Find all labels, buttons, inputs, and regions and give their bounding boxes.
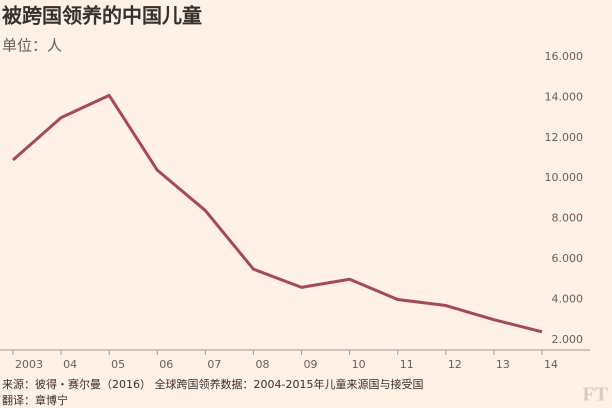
x-tick-label: 2003: [15, 358, 43, 371]
x-tick-label: 14: [544, 358, 558, 371]
logo: FT: [582, 384, 608, 406]
source: 来源：彼得・赛尔曼（2016） 全球跨国领养数据：2004-2015年儿童来源国…: [2, 377, 423, 391]
translator: 翻译：章博宁: [2, 393, 68, 407]
y-tick-label: 4.000: [552, 292, 584, 305]
x-tick-label: 05: [111, 358, 125, 371]
x-tick-label: 10: [352, 358, 366, 371]
x-tick-label: 06: [159, 358, 173, 371]
y-tick-label: 16.000: [545, 50, 584, 63]
x-tick-label: 08: [255, 358, 269, 371]
y-tick-label: 6.000: [552, 252, 584, 265]
line: [12, 93, 543, 334]
y-tick-label: 10.000: [545, 171, 584, 184]
x-tick-label: 11: [400, 358, 414, 371]
chart-title: 被跨国领养的中国儿童: [2, 4, 202, 28]
y-tick-label: 8.000: [552, 212, 584, 225]
y-tick-label: 14.000: [545, 90, 584, 103]
x-tick-label: 07: [207, 358, 221, 371]
x-tick-label: 13: [496, 358, 510, 371]
y-tick-label: 2.000: [552, 333, 584, 346]
x-tick-label: 04: [63, 358, 77, 371]
x-tick-label: 09: [304, 358, 318, 371]
chart-subtitle: 单位：人: [2, 37, 62, 55]
x-tick-label: 12: [448, 358, 462, 371]
y-tick-label: 12.000: [545, 131, 584, 144]
